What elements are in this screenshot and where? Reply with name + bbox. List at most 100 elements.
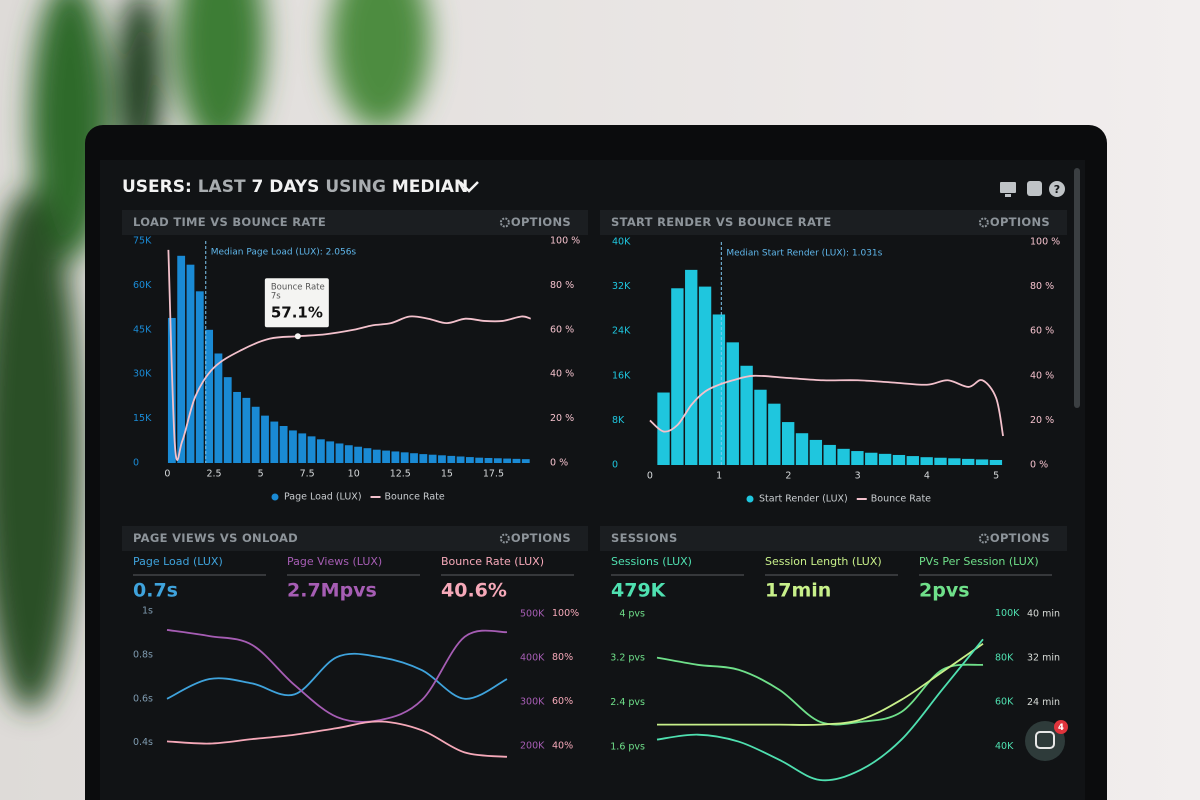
options-gear[interactable]: [978, 533, 989, 544]
histogram-bar: [934, 457, 947, 465]
y-tick-label: 60K: [133, 280, 152, 291]
y-tick-label: 24 min: [1027, 697, 1060, 708]
panel-title: SESSIONS: [611, 531, 678, 545]
histogram-bar: [521, 459, 530, 463]
metric-label: Bounce Rate (LUX): [441, 555, 544, 568]
y-tick-label: 40K: [995, 741, 1014, 752]
histogram-bar: [698, 286, 712, 465]
chat-badge-count: 4: [1058, 723, 1064, 733]
histogram-bar: [251, 406, 260, 463]
histogram-bar: [261, 415, 269, 463]
histogram-bar: [685, 269, 698, 465]
y-tick-label: 1s: [142, 605, 153, 616]
title-part: USING: [325, 177, 386, 197]
histogram-bar: [326, 441, 335, 463]
panel-header: [600, 210, 1067, 235]
histogram-bar: [920, 457, 933, 465]
histogram-bar: [428, 454, 437, 463]
chat-launcher[interactable]: 4: [1025, 720, 1068, 761]
y-tick-label: 80%: [552, 652, 573, 663]
panel: SESSIONS OPTIONS Sessions (LUX) 479K Session…: [600, 526, 1067, 782]
options-button[interactable]: OPTIONS: [511, 531, 571, 545]
histogram-bar: [878, 453, 892, 465]
histogram-bar: [242, 397, 251, 463]
histogram-bar: [671, 288, 684, 465]
y-tick-label: 40%: [552, 740, 573, 751]
options-button[interactable]: OPTIONS: [511, 215, 571, 229]
histogram-bar: [289, 430, 297, 463]
display-icon-stand: [1005, 194, 1011, 197]
histogram-bar: [335, 443, 344, 463]
options-gear[interactable]: [978, 217, 989, 228]
metric-value: 479K: [611, 580, 667, 602]
y-tick-label: 30K: [133, 369, 152, 380]
histogram-bar: [851, 451, 864, 465]
y2-tick-label: 60 %: [1030, 326, 1054, 337]
metric-label: Sessions (LUX): [611, 555, 692, 568]
y-tick-label: 100%: [552, 608, 579, 619]
y-tick-label: 32K: [612, 281, 631, 292]
share-icon[interactable]: [1027, 181, 1042, 196]
panel-title: START RENDER VS BOUNCE RATE: [611, 215, 832, 229]
y-tick-label: 0.8s: [133, 649, 153, 660]
metric-value: 0.7s: [133, 580, 178, 602]
title-part: 7 DAYS: [251, 177, 319, 197]
legend-label: Start Render (LUX): [759, 494, 848, 505]
chat-icon: [1035, 731, 1055, 749]
metric-label: Session Length (LUX): [765, 555, 882, 568]
panel: START RENDER VS BOUNCE RATE OPTIONS 0 8K 16K…: [600, 210, 1067, 505]
y-tick-label: 75K: [133, 236, 152, 247]
x-tick-label: 3: [855, 471, 861, 482]
bounce-rate-line: [167, 249, 531, 461]
histogram-bar: [195, 291, 204, 463]
help-icon[interactable]: [1049, 181, 1065, 197]
options-gear[interactable]: [499, 217, 510, 228]
histogram-bar: [298, 433, 307, 463]
legend-label: Bounce Rate: [385, 492, 445, 503]
histogram-bar: [837, 448, 850, 465]
options-button[interactable]: OPTIONS: [990, 531, 1050, 545]
histogram-bar: [270, 421, 279, 463]
histogram-bar: [726, 342, 739, 465]
histogram-bar: [892, 454, 906, 465]
x-tick-label: 15: [441, 469, 453, 480]
display-icon[interactable]: [1000, 182, 1016, 193]
x-tick-label: 12.5: [390, 469, 411, 480]
histogram-bar: [372, 449, 381, 463]
tooltip-title: Bounce Rate: [271, 283, 325, 293]
y-tick-label: 2.4 pvs: [610, 697, 645, 708]
y-tick-label: 40K: [612, 237, 631, 248]
histogram-bar: [475, 457, 484, 463]
dropdown-chevron[interactable]: [459, 181, 479, 193]
header-icons: ?: [1000, 181, 1065, 197]
y2-tick-label: 0 %: [1030, 460, 1048, 471]
series-line: [166, 652, 508, 700]
options-button[interactable]: OPTIONS: [990, 215, 1050, 229]
y-tick-label: 3.2 pvs: [610, 653, 645, 664]
x-tick-label: 2.5: [206, 469, 221, 480]
series-line: [657, 643, 984, 726]
y-tick-label: 300K: [520, 697, 545, 708]
y2-tick-label: 40 %: [1030, 370, 1054, 381]
panel-title: LOAD TIME VS BOUNCE RATE: [133, 215, 326, 229]
histogram-bar: [657, 392, 670, 465]
histogram-bar: [906, 456, 919, 465]
chat-badge: [1054, 720, 1068, 734]
x-tick-label: 1: [716, 471, 722, 482]
y2-tick-label: 60 %: [550, 324, 574, 335]
scrollbar[interactable]: [1074, 168, 1080, 408]
panel: LOAD TIME VS BOUNCE RATE OPTIONS 0 15K 30K 45…: [122, 210, 588, 503]
histogram-bar: [400, 452, 409, 463]
histogram-bar: [419, 454, 428, 463]
panels: LOAD TIME VS BOUNCE RATE OPTIONS015K30K45…: [122, 210, 1067, 782]
legend-label: Bounce Rate: [871, 494, 931, 505]
y2-tick-label: 0 %: [550, 458, 568, 469]
options-gear[interactable]: [499, 533, 510, 544]
y2-tick-label: 20 %: [1030, 415, 1054, 426]
histogram-bar: [465, 457, 474, 463]
histogram-bar: [223, 377, 232, 463]
chat-button[interactable]: [1025, 721, 1065, 761]
histogram-bar: [503, 458, 512, 463]
legend-label: Page Load (LUX): [284, 492, 362, 503]
y-tick-label: 0: [612, 460, 618, 471]
